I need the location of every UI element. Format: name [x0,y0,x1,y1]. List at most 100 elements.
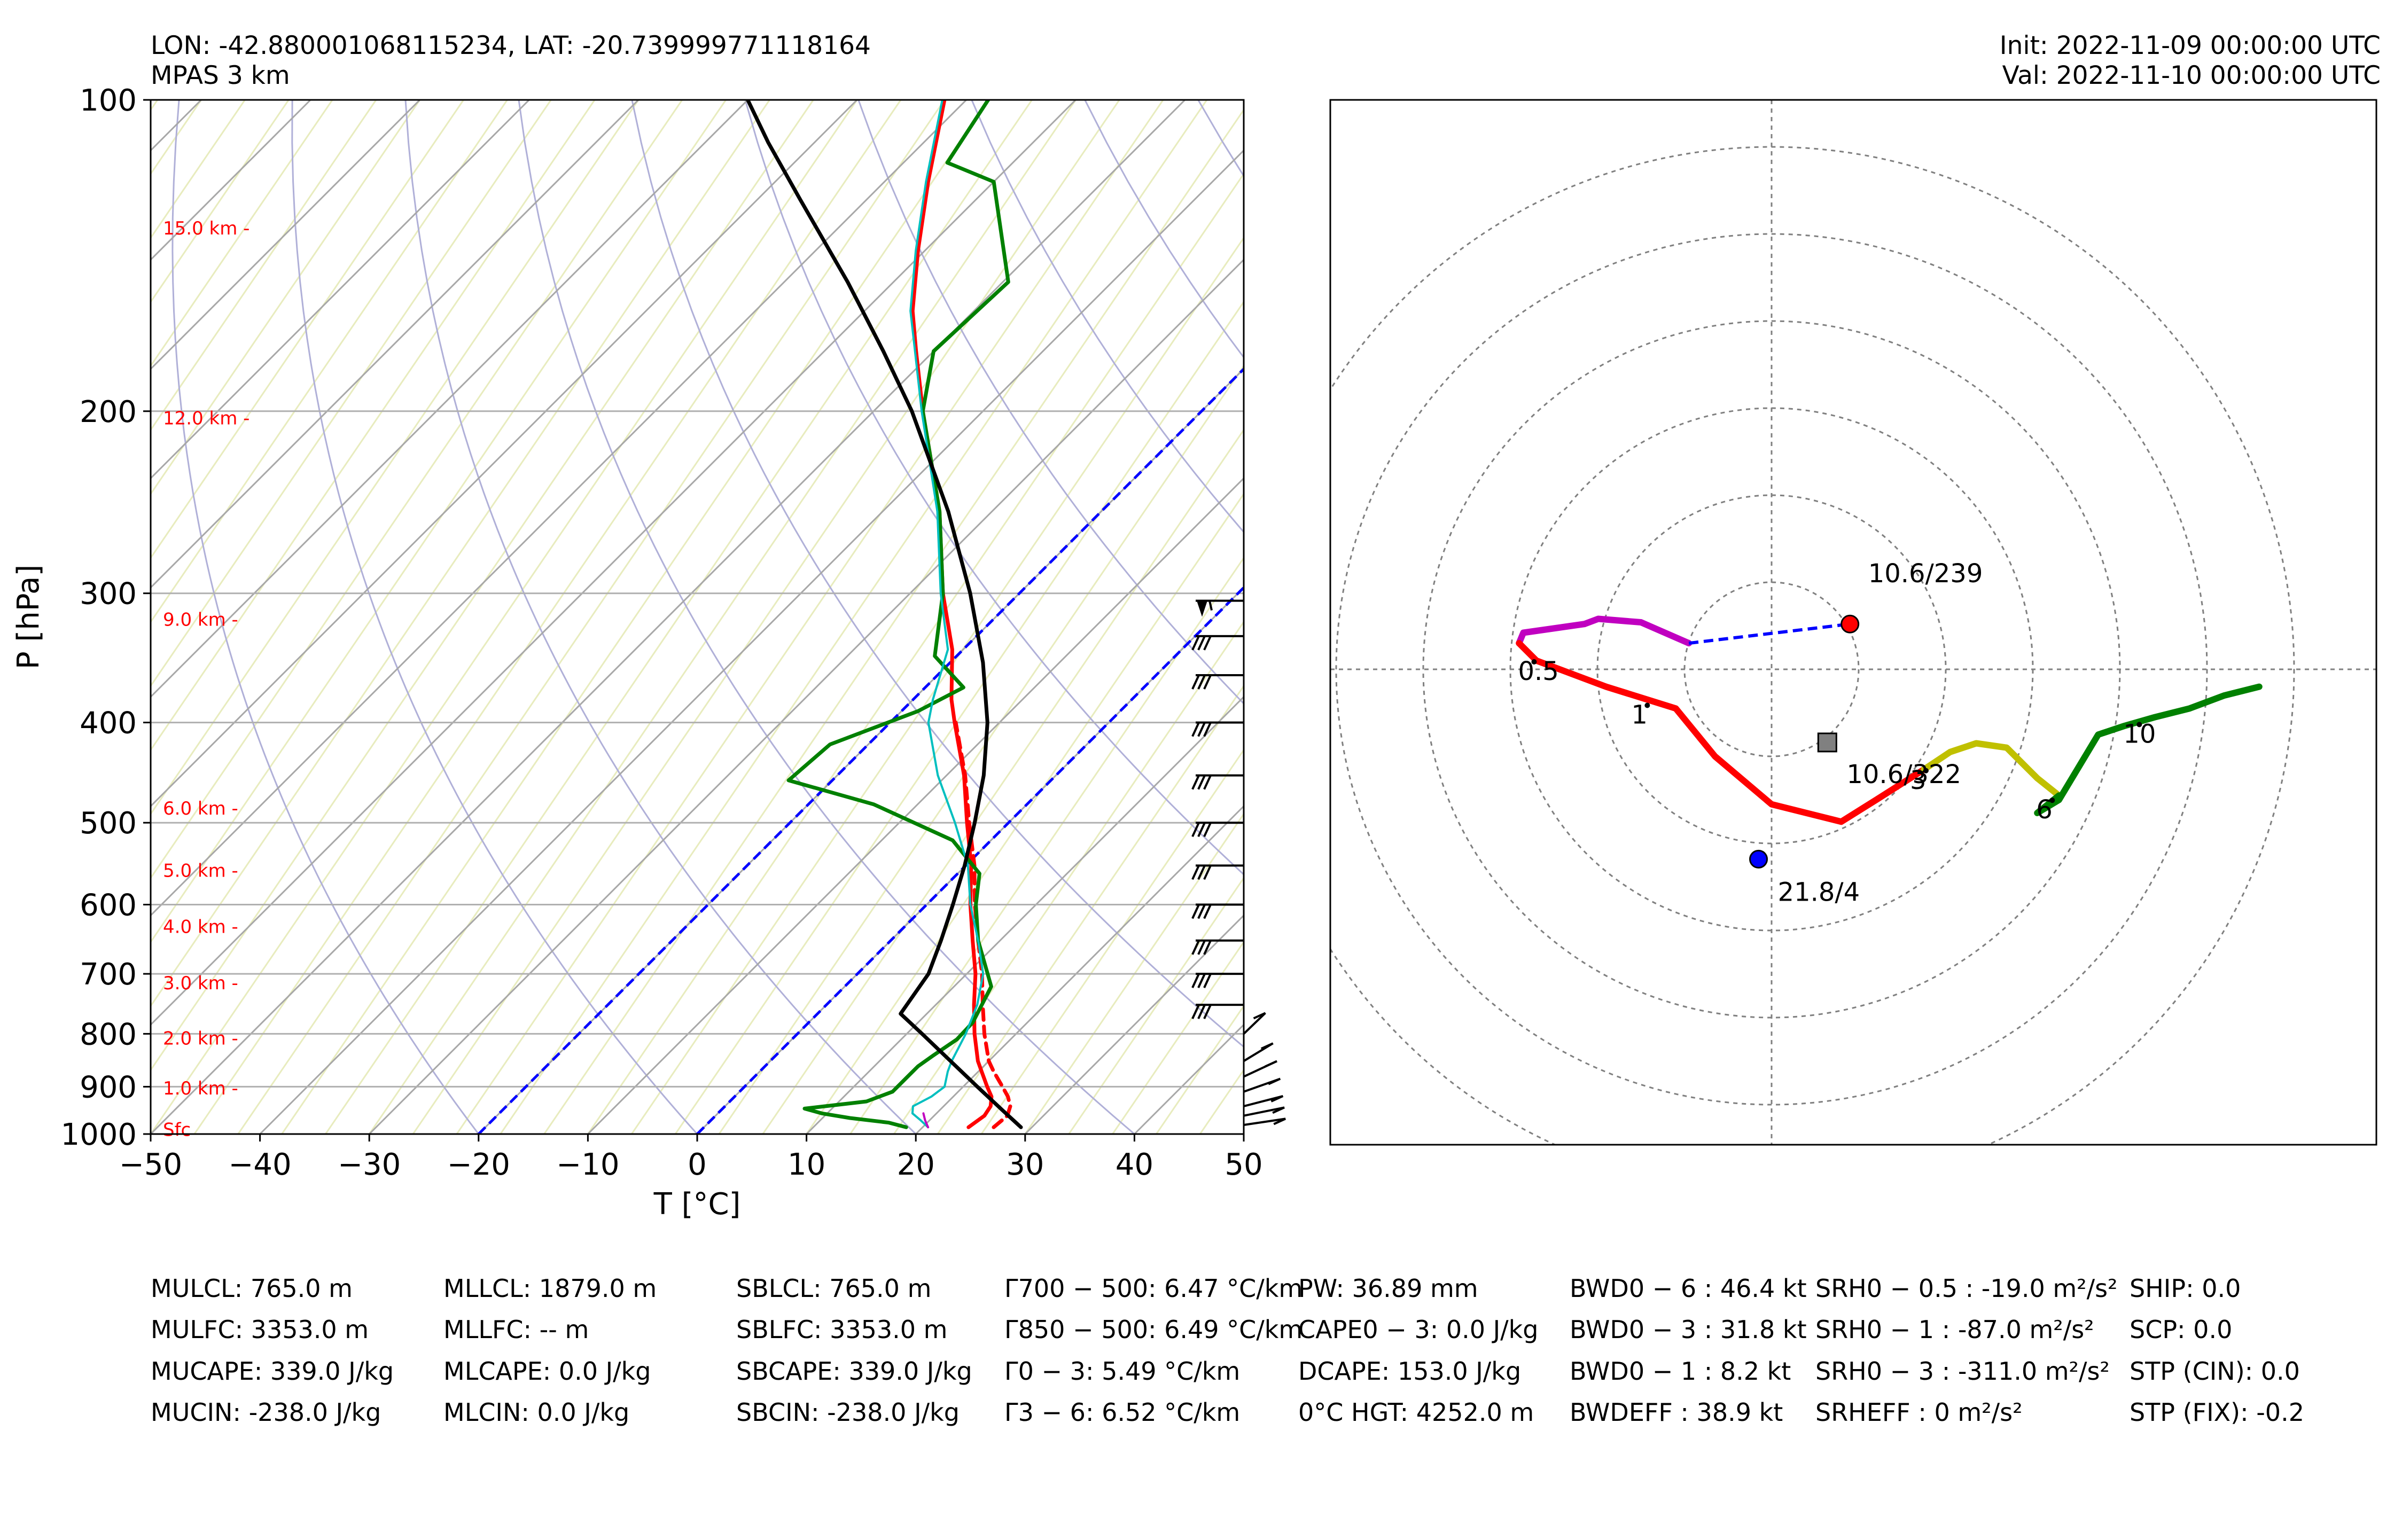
height-dot [2136,722,2142,728]
mixing-ratio-line [151,100,464,560]
dry-adiabat [1084,100,1244,359]
isobars [151,100,1244,1134]
barb-feather [1203,722,1212,737]
mixing-ratio-line [718,364,1244,1134]
index-value: SBCIN: -238.0 J/kg [736,1398,960,1427]
mixing-ratio-line [151,100,858,1134]
y-tick-label: 500 [80,806,137,841]
hodo-height-label: 6 [2036,795,2053,825]
height-label: 5.0 km - [163,860,238,881]
isotherm-line [915,805,1244,1134]
valid-time: Val: 2022-11-10 00:00:00 UTC [2002,61,2381,90]
isotherm-line [696,586,1244,1134]
index-value: 0°C HGT: 4252.0 m [1298,1398,1534,1427]
barb-feather [1197,865,1206,880]
isotherm-line [1134,1023,1244,1134]
mixing-ratio-line [937,684,1244,1134]
barb-feather [1203,636,1212,651]
x-tick-label: −20 [447,1147,510,1182]
barb-feather [1203,940,1212,955]
index-value: SRH0 − 0.5 : -19.0 m²/s² [1815,1274,2118,1303]
isotherm-line [151,100,748,698]
dry-adiabat [404,100,917,1134]
height-dot [1923,768,1929,773]
index-value: MLLFC: -- m [443,1315,589,1344]
y-tick-label: 600 [80,888,137,923]
x-tick-label: 40 [1116,1147,1153,1182]
index-value: MLCIN: 0.0 J/kg [443,1398,630,1427]
x-tick-label: −50 [119,1147,182,1182]
index-value: MULFC: 3353.0 m [151,1315,369,1344]
series-virtual-temperature [954,721,1012,1129]
barb-feather [1191,940,1200,955]
hodo-segment-3-6-km [1921,740,2062,799]
mean-wind-label: 10.6/322 [1846,760,1961,789]
mixing-ratio-line [893,620,1244,1134]
wind-barb [1196,599,1244,617]
x-tick-label: 30 [1006,1147,1044,1182]
y-tick-label: 800 [80,1017,137,1052]
right-mover-label: 10.6/239 [1868,559,1983,589]
wind-barb [1191,822,1244,838]
isotherm-line [259,149,1244,1134]
left-mover-marker [1749,849,1768,869]
mixing-ratio-line [151,100,770,1007]
dry-adiabat [971,100,1244,534]
wind-barb [1191,721,1244,737]
isotherm-line [151,100,640,589]
height-dot [1644,702,1650,708]
height-label: 9.0 km - [163,609,238,631]
mixing-ratio-line [151,100,683,880]
mixing-ratio-line [151,100,640,816]
height-label: 6.0 km - [163,798,238,819]
index-value: SRH0 − 3 : -311.0 m²/s² [1815,1357,2110,1386]
wind-barb [1243,1077,1281,1093]
series-most-unstable-parcel [746,100,1023,1129]
index-value: MUCIN: -238.0 J/kg [151,1398,381,1427]
mixing-ratio-line [151,100,377,432]
mixing-ratio-line [631,236,1244,1134]
barb-shaft [1243,1095,1283,1107]
mixing-ratio-line [151,100,333,368]
isotherm-line [151,100,530,480]
barb-feather [1273,1117,1286,1125]
barb-feather [1191,636,1200,651]
mixing-ratio-line [151,100,508,624]
mixing-ratio-line [500,100,1208,1134]
barb-feather [1197,822,1206,838]
barb-flag [1197,600,1207,617]
height-label: 15.0 km - [163,218,249,239]
wind-barb [1191,635,1244,651]
wind-barb [1243,1117,1286,1126]
isotherms [151,100,1244,1134]
barb-feather [1203,904,1212,919]
index-value: PW: 36.89 mm [1298,1274,1478,1303]
index-value: MUCAPE: 339.0 J/kg [151,1357,394,1386]
y-tick-label: 300 [80,577,137,612]
height-label: 1.0 km - [163,1078,238,1099]
mixing-ratio-line [1199,1068,1244,1134]
dry-adiabat [857,100,1244,705]
hodograph-frame [1329,99,2377,1146]
hodo-ring [1683,581,1860,757]
index-value: SRH0 − 1 : -87.0 m²/s² [1815,1315,2094,1344]
height-label: 2.0 km - [163,1028,238,1050]
mixing-ratio-line [368,100,1077,1134]
mixing-ratio-line [151,100,421,496]
skewt-panel: 15.0 km -12.0 km -9.0 km -6.0 km -5.0 km… [11,83,1263,1222]
x-tick-label: −10 [556,1147,619,1182]
right-mover-marker [1841,614,1860,634]
x-tick-label: −30 [338,1147,401,1182]
index-value: STP (CIN): 0.0 [2130,1357,2300,1386]
model-title: MPAS 3 km [151,61,290,90]
index-value: BWD0 − 6 : 46.4 kt [1570,1274,1807,1303]
barb-feather [1197,636,1206,651]
wind-barb [1191,674,1244,690]
mixing-ratio-line [849,556,1244,1134]
isotherm-line [587,477,1244,1134]
mixing-ratio-line [281,100,989,1134]
wind-barb [1191,903,1244,919]
barb-feather [1268,1077,1281,1085]
x-tick-label: 0 [688,1147,707,1182]
